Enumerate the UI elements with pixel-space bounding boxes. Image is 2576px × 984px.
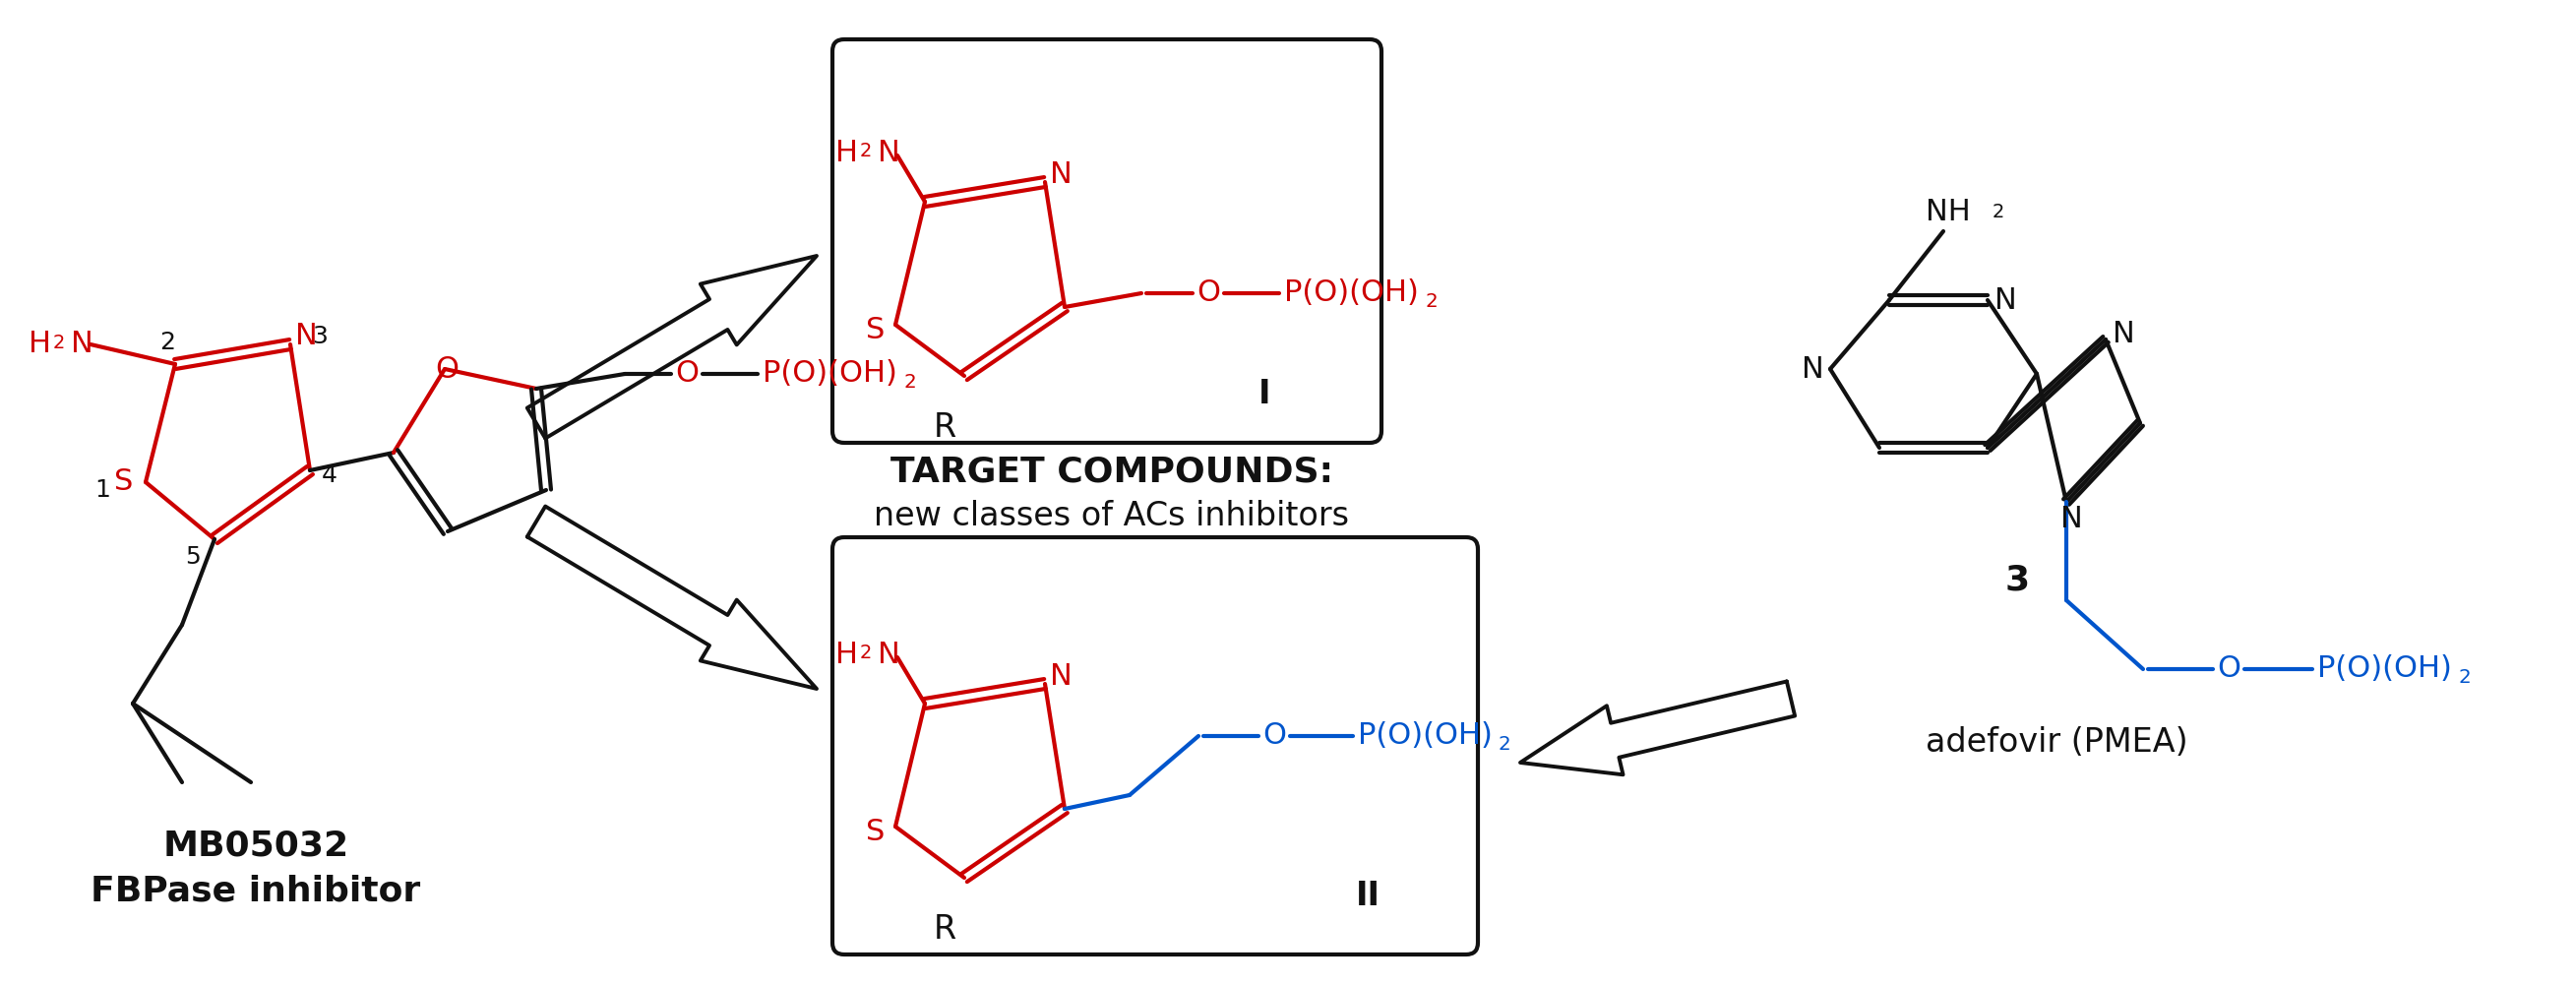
Text: FBPase inhibitor: FBPase inhibitor — [90, 874, 420, 907]
Text: N: N — [2112, 321, 2136, 349]
Text: 2: 2 — [54, 334, 64, 352]
Text: N: N — [1801, 354, 1824, 383]
Text: 3: 3 — [312, 325, 327, 348]
Text: O: O — [435, 354, 459, 383]
Text: TARGET COMPOUNDS:: TARGET COMPOUNDS: — [891, 456, 1334, 489]
Text: P(O)(OH): P(O)(OH) — [1358, 722, 1492, 750]
Text: H: H — [28, 331, 52, 358]
Text: O: O — [1195, 279, 1221, 307]
Text: 2: 2 — [860, 142, 873, 160]
Text: 2: 2 — [1425, 292, 1437, 311]
Text: 1: 1 — [95, 478, 111, 502]
FancyBboxPatch shape — [832, 39, 1381, 443]
Text: I: I — [1257, 377, 1270, 409]
Text: 2: 2 — [904, 373, 917, 392]
Text: O: O — [675, 359, 698, 388]
Text: N: N — [878, 138, 899, 166]
Text: 5: 5 — [185, 545, 201, 569]
Text: N: N — [294, 323, 317, 351]
Text: N: N — [1048, 159, 1072, 189]
Text: NH: NH — [1927, 197, 1971, 226]
Text: O: O — [2218, 655, 2241, 683]
Text: P(O)(OH): P(O)(OH) — [2318, 655, 2452, 683]
Text: R: R — [933, 913, 956, 945]
Text: R: R — [933, 411, 956, 443]
Text: II: II — [1355, 880, 1381, 911]
FancyBboxPatch shape — [832, 537, 1479, 954]
Text: N: N — [878, 640, 899, 669]
Text: N: N — [2061, 506, 2081, 533]
Text: N: N — [72, 331, 93, 358]
Text: new classes of ACs inhibitors: new classes of ACs inhibitors — [873, 500, 1350, 533]
Text: 2: 2 — [2458, 668, 2470, 687]
Text: 2: 2 — [160, 331, 175, 354]
Text: H: H — [835, 640, 858, 669]
Text: 2: 2 — [1499, 735, 1512, 754]
Text: 2: 2 — [860, 644, 873, 662]
Text: 3: 3 — [2004, 564, 2030, 597]
Text: adefovir (PMEA): adefovir (PMEA) — [1924, 726, 2187, 760]
Text: MB05032: MB05032 — [162, 830, 348, 863]
Text: P(O)(OH): P(O)(OH) — [1283, 279, 1419, 307]
Text: S: S — [866, 817, 886, 845]
Text: H: H — [835, 138, 858, 166]
Text: 4: 4 — [322, 463, 337, 487]
Text: O: O — [1262, 722, 1285, 750]
Text: S: S — [866, 315, 886, 344]
Text: P(O)(OH): P(O)(OH) — [762, 359, 896, 388]
Text: N: N — [1048, 661, 1072, 691]
Text: S: S — [113, 468, 134, 496]
Text: 2: 2 — [1991, 203, 2004, 221]
Text: N: N — [1994, 285, 2017, 315]
